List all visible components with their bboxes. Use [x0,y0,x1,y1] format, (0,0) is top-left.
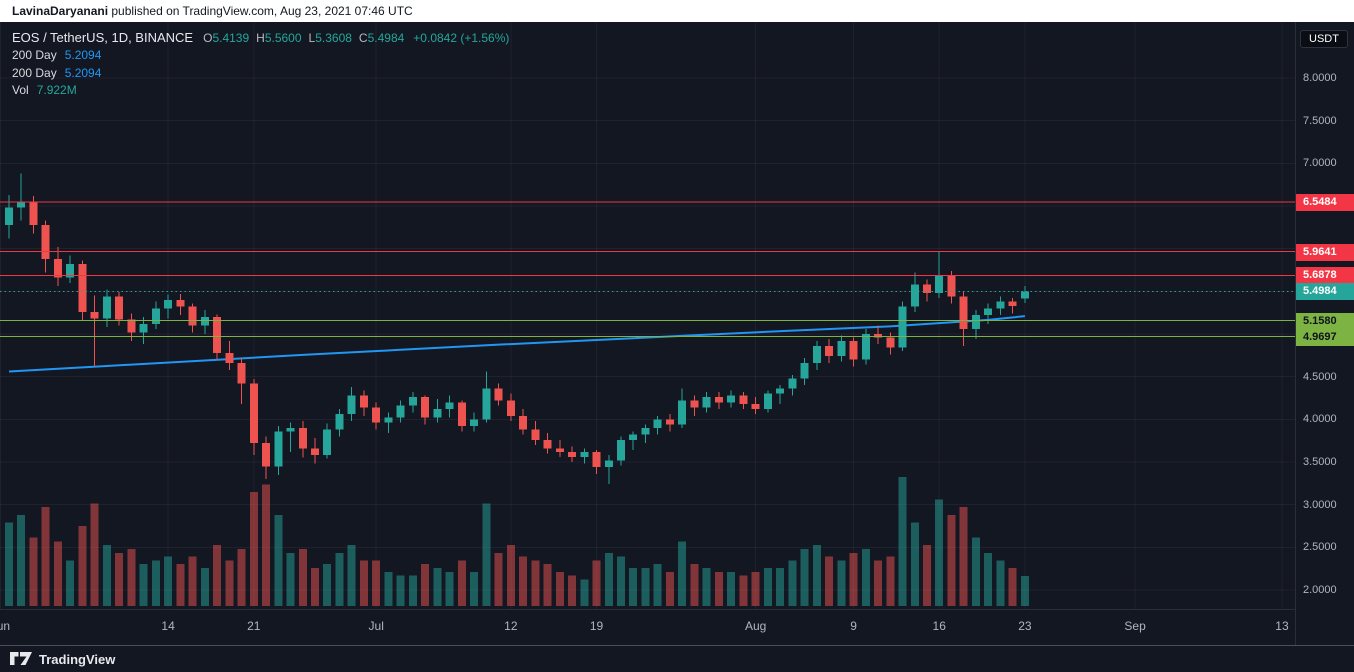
price-tick-label: 7.0000 [1303,157,1337,170]
footer-bar: TradingView [0,645,1354,672]
currency-toggle-badge[interactable]: USDT [1300,30,1348,48]
price-tick-label: 3.0000 [1303,498,1337,511]
time-tick-label: 12 [504,619,518,633]
tradingview-brand[interactable]: TradingView [39,651,116,667]
price-level-label-resistance: 5.6878 [1296,267,1354,285]
price-level-label-last-price: 5.4984 [1296,283,1354,301]
price-tick-label: 2.0000 [1303,583,1337,596]
time-tick-label: Sep [1124,619,1146,633]
time-axis[interactable]: Jun 14 21 Jul 12 19 Aug 9 16 23 Sep 13 [0,609,1295,645]
time-tick-label: Aug [744,619,767,633]
plot-area[interactable]: EOS / TetherUS, 1D, BINANCE O5.4139 H5.5… [0,22,1295,609]
time-tick-label: 13 [1275,619,1289,633]
tradingview-logo-icon[interactable] [10,651,32,667]
time-tick-label: 21 [247,619,261,633]
price-tick-label: 7.5000 [1303,114,1337,127]
price-chart-canvas[interactable] [0,22,1295,609]
price-tick-label: 4.5000 [1303,370,1337,383]
price-tick-label: 8.0000 [1303,72,1337,84]
price-tick-label: 2.5000 [1303,541,1337,554]
price-tick-label: 3.5000 [1303,455,1337,468]
author-name[interactable]: LavinaDaryanani [12,4,109,18]
price-level-label-support: 5.1580 [1296,312,1354,330]
time-tick-label: 9 [850,619,857,633]
publish-info-text: published on TradingView.com, Aug 23, 20… [108,4,413,18]
price-axis[interactable]: USDT 8.0000 7.5000 7.0000 4.5000 4.0000 3.500… [1295,22,1354,645]
price-level-label-resistance: 6.5484 [1296,193,1354,211]
time-tick-label: Jul [368,619,384,633]
time-tick-label: 14 [161,619,175,633]
publish-info-bar: LavinaDaryanani published on TradingView… [0,0,1354,22]
price-level-label-resistance: 5.9641 [1296,243,1354,261]
price-level-label-support: 4.9697 [1296,328,1354,346]
time-tick-label: 19 [589,619,604,633]
chart-area: EOS / TetherUS, 1D, BINANCE O5.4139 H5.5… [0,22,1354,645]
time-tick-label: Jun [0,619,11,633]
price-tick-label: 4.0000 [1303,413,1337,426]
time-tick-label: 16 [932,619,946,633]
time-tick-label: 23 [1018,619,1032,633]
